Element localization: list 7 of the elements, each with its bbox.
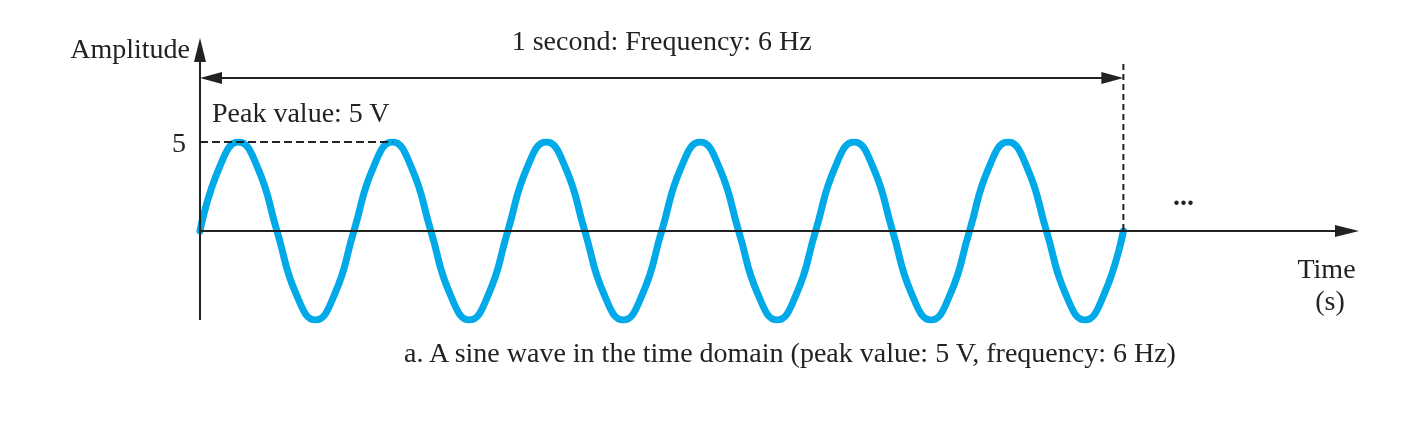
text: Peak value: 5 V bbox=[212, 96, 390, 128]
text: 5 bbox=[172, 126, 186, 158]
annotation: ... bbox=[1172, 179, 1194, 211]
text: 1 second: Frequency: 6 Hz bbox=[511, 24, 812, 56]
y-axis-title: Amplitude bbox=[70, 32, 190, 64]
x-axis-title: Time (s) bbox=[1297, 252, 1363, 316]
text: a. A sine wave in the time domain (peak value: 5 V, frequency: 6 Hz) bbox=[404, 336, 1176, 368]
